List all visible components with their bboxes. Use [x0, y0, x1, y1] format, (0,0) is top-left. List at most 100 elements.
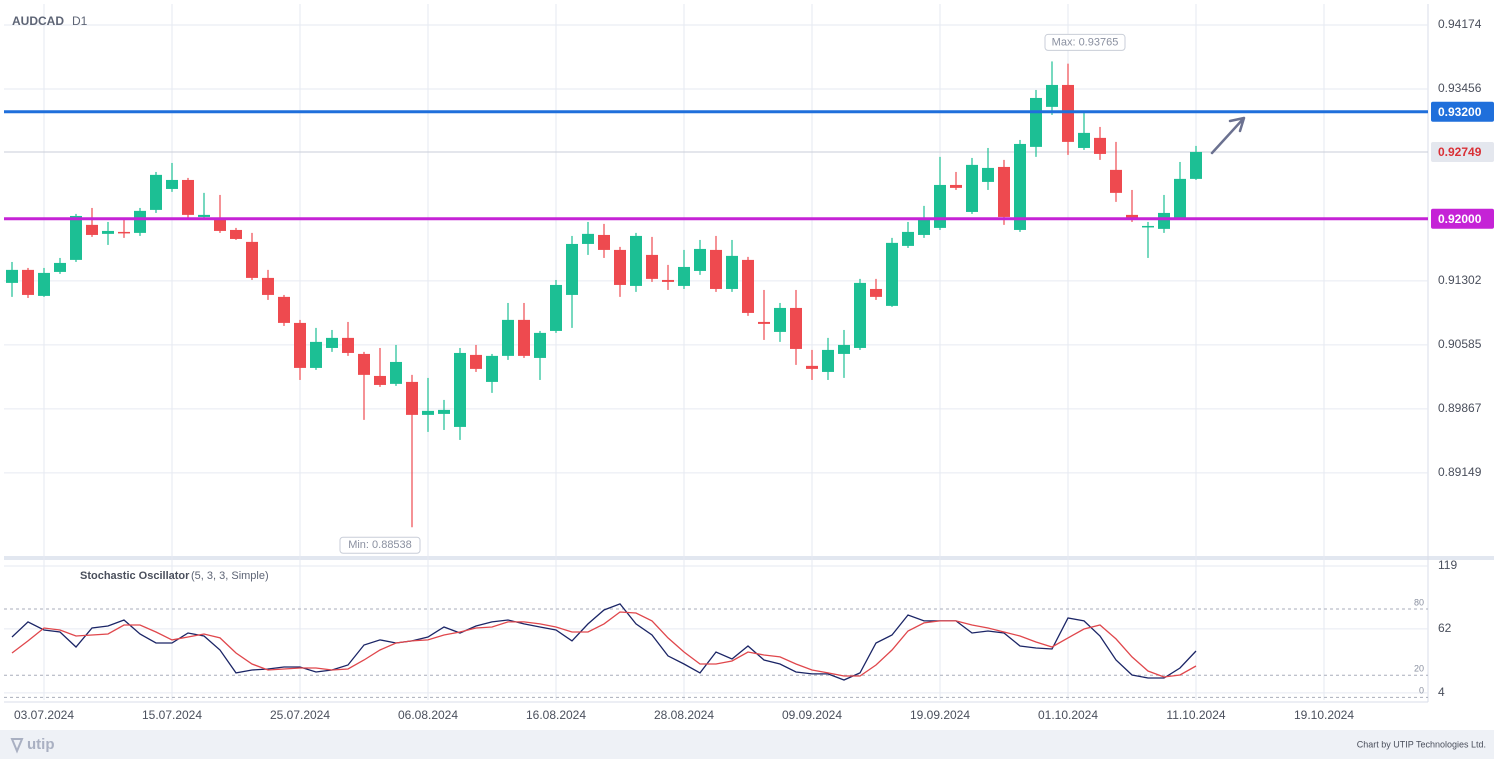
band-label: 0: [1419, 686, 1424, 696]
min-label-box: [339, 536, 421, 554]
pane-separator: [4, 556, 1494, 560]
candle-body: [86, 224, 98, 235]
y-tick-label: 62: [1438, 621, 1452, 635]
candle-body: [710, 249, 722, 289]
candle-body: [230, 229, 242, 239]
y-tick-label: 4: [1438, 685, 1445, 699]
band-label: 80: [1414, 597, 1424, 607]
candle-body: [1142, 225, 1154, 228]
candle-body: [166, 179, 178, 189]
candle-body: [518, 319, 530, 356]
indicator-title: Stochastic Oscillator: [80, 570, 190, 582]
candle-body: [150, 174, 162, 210]
x-tick-label: 25.07.2024: [270, 708, 330, 722]
candle-body: [662, 279, 674, 282]
candle-body: [310, 341, 322, 368]
candle-body: [758, 321, 770, 324]
candle-body: [198, 214, 210, 217]
max-label-box: [1044, 33, 1126, 51]
candle-body: [598, 234, 610, 250]
candle-body: [342, 337, 354, 353]
level-label-box: [1431, 208, 1494, 229]
y-tick-label: 119: [1438, 558, 1457, 572]
x-tick-label: 09.09.2024: [782, 708, 842, 722]
candle-body: [118, 231, 130, 234]
candle-body: [790, 307, 802, 349]
candle-body: [294, 322, 306, 368]
candle-body: [726, 255, 738, 289]
x-tick-label: 01.10.2024: [1038, 708, 1098, 722]
candle-body: [262, 277, 274, 295]
candle-body: [1126, 214, 1138, 218]
candle-body: [1174, 178, 1186, 218]
candle-body: [918, 217, 930, 235]
x-tick-label: 15.07.2024: [142, 708, 202, 722]
candle-body: [38, 272, 50, 296]
candle-body: [982, 167, 994, 182]
candle-body: [406, 381, 418, 415]
candle-body: [470, 354, 482, 369]
y-tick-label: 0.91302: [1438, 273, 1482, 287]
level-label-box: [1431, 101, 1494, 122]
max-label: Max: 0.93765: [1052, 36, 1119, 48]
candle-body: [694, 248, 706, 271]
candle-body: [246, 241, 258, 278]
candle-body: [646, 254, 658, 279]
grid: [4, 4, 1428, 700]
x-tick-label: 03.07.2024: [14, 708, 74, 722]
candle-body: [182, 179, 194, 215]
candle-body: [6, 269, 18, 283]
candle-body: [278, 296, 290, 323]
candle-body: [422, 410, 434, 415]
stochastic-line: [11, 603, 1197, 681]
candle-body: [454, 352, 466, 427]
stochastic-line: [11, 611, 1197, 678]
candle-body: [358, 353, 370, 375]
logo-icon: [10, 738, 24, 754]
x-tick-label: 19.10.2024: [1294, 708, 1354, 722]
candle-body: [950, 184, 962, 188]
candle-body: [870, 288, 882, 297]
candle-body: [1046, 84, 1058, 107]
candle-body: [838, 344, 850, 354]
candle-body: [822, 349, 834, 372]
candle-body: [534, 332, 546, 358]
x-tick-label: 11.10.2024: [1166, 708, 1225, 722]
chart-title: AUDCAD: [12, 14, 64, 28]
candle-body: [966, 164, 978, 212]
candle-body: [486, 355, 498, 382]
y-tick-label: 0.90585: [1438, 337, 1482, 351]
candle-body: [326, 337, 338, 348]
candle-body: [678, 266, 690, 286]
logo: utip: [27, 736, 55, 753]
arrow: [1210, 116, 1246, 155]
candle-body: [102, 230, 114, 234]
x-tick-label: 28.08.2024: [654, 708, 714, 722]
candle-body: [886, 242, 898, 306]
candle-body: [134, 210, 146, 233]
price-label-box: [1431, 141, 1494, 162]
candle-body: [1078, 132, 1090, 148]
footer-bar: [0, 730, 1494, 759]
credit: Chart by UTIP Technologies Ltd.: [1357, 739, 1486, 749]
marks: [4, 61, 1428, 681]
candle-body: [742, 259, 754, 313]
labels: 0.94174 0.93456 0.91302 0.90585 0.89867 0.891…: [14, 17, 1494, 722]
candle-body: [1158, 212, 1170, 229]
candle-body: [614, 249, 626, 285]
level-label: 0.93200: [1438, 105, 1482, 119]
price-label: 0.92749: [1438, 145, 1482, 159]
candle-body: [1030, 97, 1042, 147]
candle-body: [566, 243, 578, 295]
y-tick-label: 0.93456: [1438, 81, 1482, 95]
candle-body: [438, 409, 450, 414]
candle-body: [550, 284, 562, 331]
candle-body: [1014, 143, 1026, 230]
candle-body: [22, 269, 34, 295]
candle-body: [1110, 169, 1122, 193]
y-tick-label: 0.94174: [1438, 17, 1482, 31]
candle-body: [902, 231, 914, 246]
candle-body: [390, 361, 402, 384]
